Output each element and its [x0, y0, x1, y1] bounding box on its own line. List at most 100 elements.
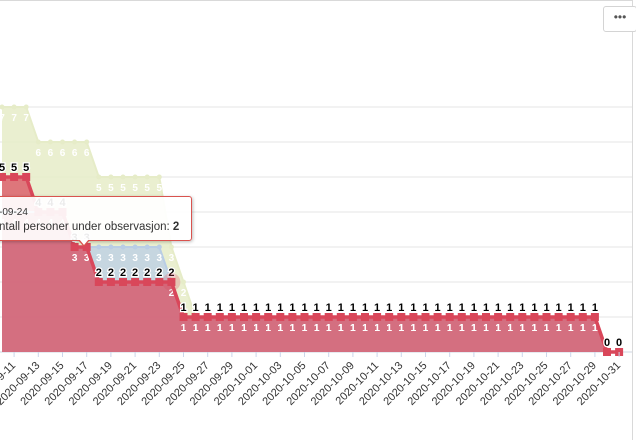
- data-label: 1: [278, 323, 284, 334]
- data-label: 3: [108, 253, 114, 264]
- data-label: 0: [604, 358, 610, 369]
- data-label: 1: [495, 323, 501, 334]
- chart-tooltip: -09-24 ntall personer under observasjon:…: [0, 196, 192, 241]
- data-label: 1: [241, 323, 247, 334]
- data-label: 5: [108, 183, 114, 194]
- data-label: 1: [435, 323, 441, 334]
- context-menu-button[interactable]: •••: [603, 6, 636, 32]
- main-series-marker: [312, 313, 321, 321]
- series-point: [108, 244, 114, 250]
- data-label: 6: [84, 148, 90, 159]
- main-series-marker: [179, 313, 188, 321]
- right-border: [632, 0, 633, 440]
- main-data-label: 2: [168, 267, 174, 279]
- series-point: [35, 139, 41, 145]
- data-label: 1: [544, 323, 550, 334]
- data-label: 2: [169, 288, 175, 299]
- data-label: 1: [374, 323, 380, 334]
- main-series-marker: [554, 313, 563, 321]
- main-data-label: 5: [23, 162, 29, 174]
- series-point: [168, 244, 174, 250]
- main-data-label: 1: [531, 302, 537, 314]
- data-label: 1: [350, 323, 356, 334]
- main-data-label: 1: [314, 302, 320, 314]
- data-label: 1: [568, 323, 574, 334]
- data-label: 1: [556, 323, 562, 334]
- tooltip-series-line: ntall personer under observasjon: 2: [0, 221, 179, 233]
- main-data-label: 1: [543, 302, 549, 314]
- tooltip-series-label: ntall personer under observasjon:: [0, 221, 173, 233]
- data-label: 6: [72, 148, 78, 159]
- main-series-marker: [469, 313, 478, 321]
- series-point: [108, 174, 114, 180]
- data-label: 1: [507, 323, 513, 334]
- main-data-label: 1: [410, 302, 416, 314]
- data-label: 1: [556, 323, 562, 334]
- main-series-marker: [482, 313, 490, 321]
- main-data-label: 1: [362, 302, 368, 314]
- main-data-label: 1: [422, 302, 428, 314]
- data-label: 1: [290, 323, 296, 334]
- data-label: 1: [471, 323, 477, 334]
- main-data-label: 1: [180, 302, 186, 314]
- main-data-label: 1: [205, 302, 211, 314]
- series-point: [144, 174, 150, 180]
- main-series-marker: [590, 313, 599, 321]
- main-data-label: 1: [193, 302, 199, 314]
- data-label: 0: [604, 358, 610, 369]
- main-series-marker: [373, 313, 382, 321]
- data-label: 1: [520, 323, 526, 334]
- main-series-marker: [397, 313, 406, 321]
- main-series-marker: [119, 278, 127, 286]
- data-label: 6: [60, 148, 66, 159]
- main-series-marker: [167, 278, 176, 286]
- data-label: 1: [435, 323, 441, 334]
- data-label: 1: [217, 323, 223, 334]
- data-label: 1: [568, 323, 574, 334]
- data-label: 1: [326, 323, 332, 334]
- data-label: 1: [520, 323, 526, 334]
- series-point: [120, 174, 126, 180]
- main-data-label: 1: [507, 302, 513, 314]
- main-series-marker: [445, 313, 454, 321]
- main-series-marker: [94, 278, 103, 286]
- hover-halo: [162, 273, 181, 291]
- data-label: 1: [362, 323, 368, 334]
- main-data-label: 1: [229, 302, 235, 314]
- main-data-label: 1: [326, 302, 332, 314]
- series-point: [11, 104, 17, 110]
- main-data-label: 1: [241, 302, 247, 314]
- data-label: 1: [532, 323, 538, 334]
- data-label: 7: [0, 113, 5, 124]
- main-data-label: 1: [253, 302, 259, 314]
- main-series-marker: [288, 313, 297, 321]
- data-label: 1: [423, 323, 429, 334]
- data-label: 1: [229, 323, 235, 334]
- data-label: 1: [399, 323, 405, 334]
- main-data-label: 1: [289, 302, 295, 314]
- main-series-marker: [361, 313, 369, 321]
- main-data-label: 1: [386, 302, 392, 314]
- data-label: 1: [507, 323, 513, 334]
- data-label: 1: [350, 323, 356, 334]
- main-data-label: 1: [519, 302, 525, 314]
- data-label: 0: [616, 358, 622, 369]
- main-data-label: 2: [132, 267, 138, 279]
- data-label: 1: [483, 323, 489, 334]
- main-series-marker: [203, 313, 212, 321]
- main-data-label: 2: [108, 267, 114, 279]
- series-point: [120, 244, 126, 250]
- data-label: 6: [48, 148, 54, 159]
- data-label: 5: [96, 183, 102, 194]
- data-label: 1: [447, 323, 453, 334]
- main-data-label: 2: [144, 267, 150, 279]
- main-series-marker: [131, 278, 140, 286]
- tooltip-value: 2: [172, 221, 180, 233]
- data-label: 7: [11, 113, 17, 124]
- main-data-label: 1: [350, 302, 356, 314]
- data-label: 1: [253, 323, 259, 334]
- main-series-marker: [457, 313, 466, 321]
- data-label: 1: [290, 323, 296, 334]
- data-label: 3: [144, 253, 150, 264]
- main-series-marker: [348, 313, 357, 321]
